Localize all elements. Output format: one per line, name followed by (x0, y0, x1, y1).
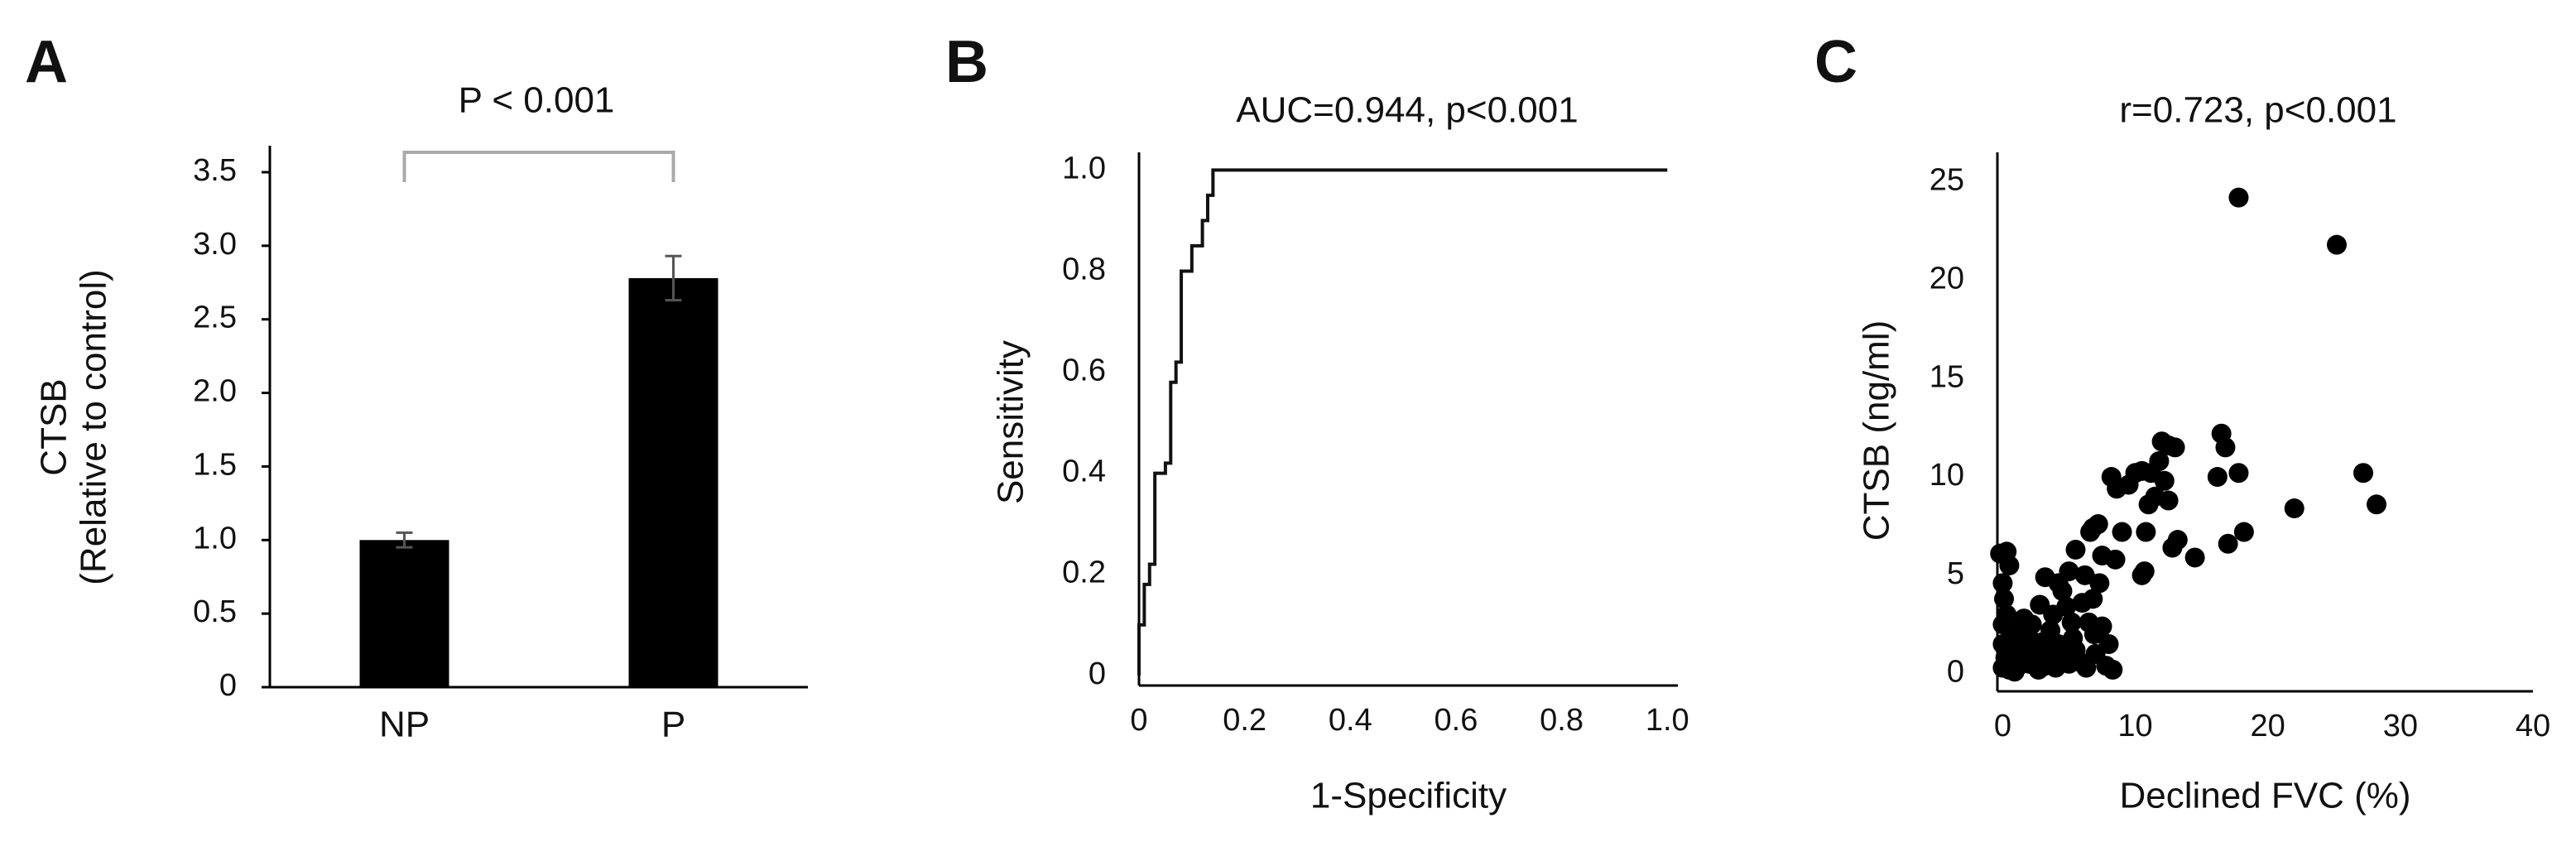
panel-label: B (945, 29, 988, 95)
scatter-point (1994, 589, 2015, 609)
scatter-point (2061, 612, 2082, 633)
y-tick-label: 0 (1089, 657, 1106, 691)
y-tick-label: 1.5 (193, 447, 237, 482)
y-tick-label: 3.5 (193, 153, 237, 188)
panel-label: C (1814, 29, 1858, 95)
x-tick-label: 20 (2251, 709, 2285, 743)
scatter-point (2065, 539, 2086, 560)
scatter-point (2028, 659, 2049, 680)
scatter-point (2326, 234, 2347, 255)
scatter-point (2118, 474, 2139, 495)
y-tick-label: 0 (1947, 655, 1964, 690)
y-tick-label: 5 (1947, 556, 1964, 591)
y-tick-label: 10 (1930, 458, 1964, 493)
y-axis-label: Sensitivity (991, 340, 1031, 504)
scatter-point (2218, 533, 2238, 554)
scatter-point (2074, 565, 2095, 585)
roc-line (1137, 168, 1668, 676)
y-tick-label: 20 (1930, 261, 1964, 296)
x-tick-label: NP (379, 705, 430, 745)
scatter-point (1992, 657, 2013, 678)
chart-title: AUC=0.944, p<0.001 (1236, 90, 1578, 131)
y-axis-label: CTSB (ng/ml) (1857, 320, 1897, 541)
x-tick-label: 40 (2516, 709, 2550, 743)
bar (359, 540, 449, 687)
y-tick-label: 0.4 (1062, 455, 1106, 489)
scatter-point (2141, 463, 2161, 484)
y-tick-label: 0.2 (1062, 556, 1106, 590)
y-axis-label: (Relative to control) (74, 269, 114, 585)
chart-title: P < 0.001 (459, 80, 615, 121)
x-tick-label: 10 (2117, 709, 2152, 743)
x-tick-label: 0 (1130, 703, 1147, 738)
x-tick-label: 0.2 (1223, 703, 1266, 738)
y-tick-label: 25 (1930, 163, 1964, 198)
scatter-point (1997, 604, 2017, 625)
scatter-point (2134, 561, 2155, 582)
scatter-point (2030, 594, 2050, 615)
y-tick-label: 0.8 (1062, 252, 1106, 286)
x-tick-label: 0.4 (1329, 703, 1372, 738)
y-axis-label: CTSB (34, 378, 74, 475)
y-tick-label: 15 (1930, 359, 1964, 394)
chart-title: r=0.723, p<0.001 (2119, 90, 2396, 131)
panel-label: A (25, 29, 68, 95)
scatter-point (1997, 640, 2018, 661)
y-tick-label: 0.6 (1062, 354, 1106, 388)
y-tick-label: 2.5 (193, 301, 237, 335)
scatter-point (2215, 437, 2236, 458)
scatter-point (2207, 467, 2228, 488)
scatter-point (2016, 640, 2037, 661)
scatter-point (2001, 620, 2021, 641)
x-axis-label: 1-Specificity (1310, 776, 1507, 816)
x-tick-label: 0.6 (1435, 703, 1478, 738)
error-bar (665, 254, 682, 302)
x-tick-label: P (661, 705, 685, 745)
scatter-point (2039, 642, 2059, 662)
scatter-point (2353, 463, 2374, 484)
y-tick-label: 0 (219, 668, 237, 703)
scatter-point (2112, 522, 2132, 542)
scatter-point (2136, 522, 2156, 542)
y-tick-label: 1.0 (1062, 151, 1106, 185)
y-tick-label: 0.5 (193, 594, 237, 629)
scatter-point (2162, 537, 2183, 558)
bar (628, 277, 718, 687)
scatter-point (2367, 494, 2387, 515)
scatter-point (2035, 567, 2055, 588)
scatter-point (2052, 580, 2073, 601)
scatter-point (2063, 628, 2083, 648)
scatter-point (2089, 573, 2110, 594)
significance-bracket (402, 151, 675, 182)
x-tick-label: 0 (1994, 709, 2011, 743)
x-tick-label: 30 (2383, 709, 2418, 743)
scatter-point (2165, 437, 2185, 458)
scatter-point (2021, 614, 2042, 635)
x-tick-label: 1.0 (1646, 703, 1689, 738)
y-tick-label: 1.0 (193, 521, 237, 556)
scatter-point (2233, 522, 2254, 542)
scatter-point (1999, 555, 2020, 575)
x-tick-label: 0.8 (1540, 703, 1584, 738)
y-tick-label: 3.0 (193, 227, 237, 262)
y-tick-label: 2.0 (193, 374, 237, 409)
scatter-point (2083, 589, 2103, 609)
scatter-point (2138, 494, 2159, 515)
scatter-point (2228, 463, 2249, 484)
x-axis-label: Declined FVC (%) (2119, 776, 2410, 816)
scatter-point (2228, 187, 2249, 208)
scatter-point (2103, 659, 2123, 680)
error-bar (396, 531, 413, 549)
scatter-point (2184, 547, 2205, 568)
scatter-point (1992, 573, 2013, 594)
scatter-point (2105, 549, 2126, 570)
scatter-point (2284, 498, 2304, 519)
scatter-point (2080, 522, 2101, 542)
scatter-point (2083, 624, 2104, 645)
